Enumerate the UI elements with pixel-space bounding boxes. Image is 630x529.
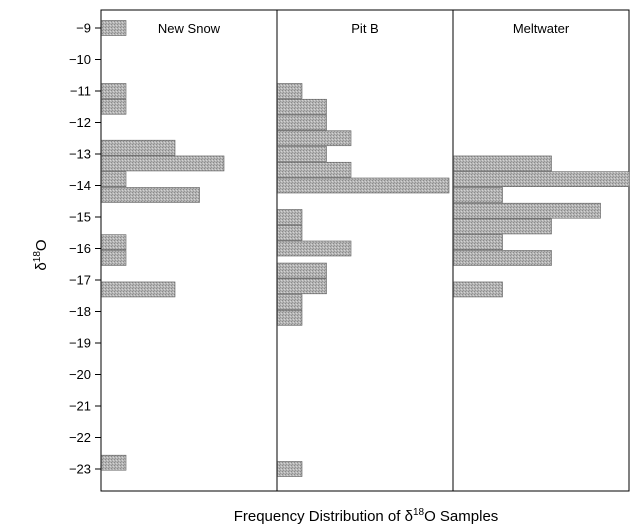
bar: [453, 202, 601, 219]
bar: [277, 240, 352, 257]
bar: [277, 98, 327, 115]
bar: [277, 177, 450, 194]
y-axis: −9 −10 −11 −12 −13 −14 −15 −16 −17 −18 −19 −20 −21 −2…: [69, 21, 101, 477]
bar: [277, 114, 327, 131]
y-tick-label: −19: [69, 336, 91, 351]
y-tick-label: −12: [69, 115, 91, 130]
y-tick-label: −21: [69, 399, 91, 414]
bar: [101, 250, 127, 266]
bar: [101, 187, 200, 203]
y-tick-label: −23: [69, 462, 91, 477]
bar: [277, 209, 303, 225]
bar: [101, 454, 127, 471]
x-axis-title: Frequency Distribution of δ18O Samples: [234, 507, 499, 525]
bar: [453, 155, 552, 172]
bar: [277, 278, 327, 295]
plot-frame: [100, 9, 630, 492]
panel-title: Meltwater: [513, 21, 570, 36]
bar: [277, 83, 303, 99]
bar: [101, 83, 127, 99]
bar: [101, 234, 127, 250]
bar: [101, 98, 127, 115]
y-tick-label: −16: [69, 241, 91, 256]
bar: [277, 130, 352, 147]
y-tick-label: −17: [69, 273, 91, 288]
bar: [453, 218, 552, 235]
bars: [101, 20, 630, 477]
bar: [101, 155, 225, 172]
y-tick-label: −18: [69, 304, 91, 319]
bar: [101, 20, 127, 36]
y-tick-label: −20: [69, 367, 91, 382]
y-tick-label: −11: [70, 84, 91, 99]
panel-title: Pit B: [351, 21, 378, 36]
bar: [101, 281, 176, 298]
bar: [101, 139, 176, 156]
plot-border: [100, 9, 630, 492]
panel-titles: New Snow Pit B Meltwater: [158, 21, 570, 36]
y-tick-label: −9: [76, 21, 91, 36]
y-axis-title: δ18O: [32, 239, 50, 270]
bar: [277, 294, 303, 310]
y-tick-label: −15: [69, 210, 91, 225]
bar: [277, 224, 303, 241]
bar: [453, 187, 503, 203]
bar: [453, 234, 503, 250]
bar: [277, 262, 327, 279]
bar: [277, 161, 352, 178]
bar: [453, 171, 630, 187]
bar: [453, 281, 503, 298]
y-tick-label: −14: [69, 178, 91, 193]
y-tick-label: −22: [69, 430, 91, 445]
bar: [277, 309, 303, 326]
y-tick-label: −13: [69, 147, 91, 162]
y-tick-label: −10: [69, 52, 91, 67]
bar: [101, 171, 127, 187]
bar: [277, 461, 303, 477]
bar: [453, 250, 552, 266]
panel-title: New Snow: [158, 21, 221, 36]
bar: [277, 146, 327, 162]
